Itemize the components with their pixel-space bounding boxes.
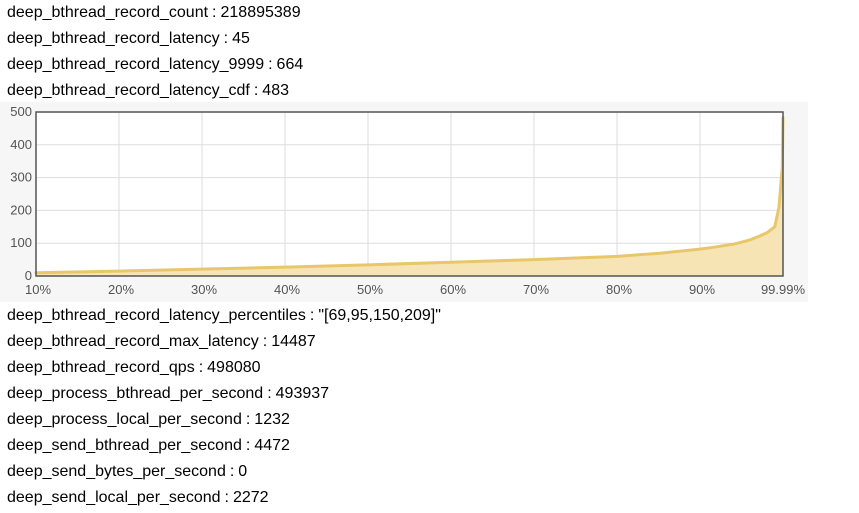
- var-line-process-local[interactable]: deep_process_local_per_second:1232: [7, 407, 290, 433]
- var-value: 0: [238, 463, 248, 480]
- cdf-data-point: [699, 248, 701, 250]
- var-separator: :: [223, 30, 229, 47]
- var-separator: :: [224, 489, 229, 506]
- var-name: deep_bthread_record_latency_cdf: [7, 82, 250, 99]
- cdf-data-point: [740, 241, 743, 244]
- latency-cdf-chart: 0 100 200 300 400 500 10% 20% 30% 40% 50% 60% 70% 80…: [0, 102, 808, 302]
- var-line-latency-percentiles[interactable]: deep_bthread_record_latency_percentiles:…: [7, 303, 441, 329]
- chart-x-tick-labels: 10% 20% 30% 40% 50% 60% 70% 80% 90% 99.99%: [25, 282, 806, 297]
- var-value: 45: [232, 30, 250, 47]
- x-tick-label: 40%: [274, 282, 300, 297]
- var-separator: :: [253, 82, 259, 99]
- var-separator: :: [267, 385, 272, 402]
- cdf-data-point: [757, 235, 759, 238]
- var-value: 4472: [254, 437, 290, 454]
- var-line-send-bthread[interactable]: deep_send_bthread_per_second:4472: [7, 433, 290, 459]
- var-name: deep_bthread_record_latency_percentiles: [7, 307, 306, 324]
- chart-plot-background: [36, 112, 783, 276]
- x-tick-label: 99.99%: [761, 282, 806, 297]
- x-tick-label: 70%: [523, 282, 549, 297]
- x-tick-label: 50%: [357, 282, 383, 297]
- latency-cdf-chart-svg: 0 100 200 300 400 500 10% 20% 30% 40% 50% 60% 70% 80…: [10, 104, 806, 297]
- cdf-data-point: [450, 261, 452, 264]
- var-name: deep_send_bthread_per_second: [7, 437, 242, 454]
- chart-plot-frame: [35, 111, 784, 277]
- chart-y-tick-labels: 0 100 200 300 400 500: [10, 104, 32, 283]
- y-tick-label: 300: [10, 170, 32, 185]
- var-line-max-latency[interactable]: deep_bthread_record_max_latency:14487: [7, 329, 316, 355]
- var-separator: :: [198, 359, 204, 376]
- y-tick-label: 500: [10, 104, 32, 119]
- cdf-data-point: [778, 206, 780, 209]
- cdf-data-point: [657, 252, 660, 255]
- cdf-data-point: [284, 266, 286, 268]
- var-name: deep_bthread_record_latency_9999: [7, 56, 265, 73]
- cdf-data-point: [765, 232, 768, 234]
- var-separator: :: [229, 463, 235, 480]
- var-line-record-latency-9999[interactable]: deep_bthread_record_latency_9999:664: [7, 52, 303, 78]
- cdf-data-point: [533, 258, 535, 261]
- var-separator: :: [268, 56, 273, 73]
- y-tick-label: 200: [10, 202, 32, 217]
- cdf-area-fill: [36, 117, 783, 276]
- y-tick-label: 100: [10, 235, 32, 250]
- var-line-record-latency-cdf[interactable]: deep_bthread_record_latency_cdf:483: [7, 78, 289, 104]
- var-name: deep_bthread_record_count: [7, 4, 209, 21]
- x-tick-label: 60%: [440, 282, 466, 297]
- var-line-record-count[interactable]: deep_bthread_record_count:218895389: [7, 0, 301, 26]
- var-name: deep_send_local_per_second: [7, 489, 221, 506]
- cdf-data-point: [367, 264, 369, 266]
- var-value: 493937: [275, 385, 330, 402]
- y-tick-label: 400: [10, 137, 32, 152]
- cdf-data-point: [732, 243, 735, 245]
- var-value: 218895389: [220, 4, 301, 21]
- var-value: "[69,95,150,209]": [318, 307, 441, 324]
- x-tick-label: 30%: [191, 282, 217, 297]
- var-line-record-qps[interactable]: deep_bthread_record_qps:498080: [7, 355, 261, 381]
- var-separator: :: [309, 307, 315, 324]
- cdf-data-point: [616, 255, 618, 258]
- var-name: deep_bthread_record_qps: [7, 359, 195, 376]
- var-value: 2272: [232, 489, 269, 506]
- var-value: 1232: [254, 411, 290, 428]
- var-separator: :: [245, 437, 251, 454]
- var-line-send-local[interactable]: deep_send_local_per_second:2272: [7, 485, 269, 511]
- var-value: 483: [262, 82, 289, 99]
- cdf-data-point: [749, 239, 751, 241]
- var-name: deep_process_bthread_per_second: [7, 385, 264, 402]
- x-tick-label: 20%: [108, 282, 134, 297]
- var-line-process-bthread[interactable]: deep_process_bthread_per_second:493937: [7, 381, 329, 407]
- cdf-data-point: [773, 226, 776, 228]
- var-value: 664: [276, 56, 304, 73]
- x-tick-label: 90%: [689, 282, 715, 297]
- chart-area-layer: [34, 116, 785, 276]
- chart-grid: [35, 111, 784, 277]
- var-name: deep_send_bytes_per_second: [7, 463, 226, 480]
- cdf-data-point: [118, 270, 120, 272]
- var-line-send-bytes[interactable]: deep_send_bytes_per_second:0: [7, 459, 247, 485]
- cdf-data-point: [715, 246, 718, 248]
- var-separator: :: [212, 4, 217, 21]
- cdf-data-point: [201, 268, 203, 270]
- cdf-series-line: [34, 116, 785, 275]
- x-tick-label: 80%: [606, 282, 632, 297]
- y-tick-label: 0: [25, 268, 32, 283]
- var-name: deep_bthread_record_latency: [7, 30, 220, 47]
- var-value: 498080: [207, 359, 261, 376]
- var-name: deep_process_local_per_second: [7, 411, 242, 428]
- x-tick-label: 10%: [25, 282, 51, 297]
- var-separator: :: [262, 333, 268, 350]
- var-separator: :: [245, 411, 251, 428]
- var-value: 14487: [271, 333, 316, 350]
- var-line-record-latency[interactable]: deep_bthread_record_latency:45: [7, 26, 250, 52]
- var-name: deep_bthread_record_max_latency: [7, 333, 259, 350]
